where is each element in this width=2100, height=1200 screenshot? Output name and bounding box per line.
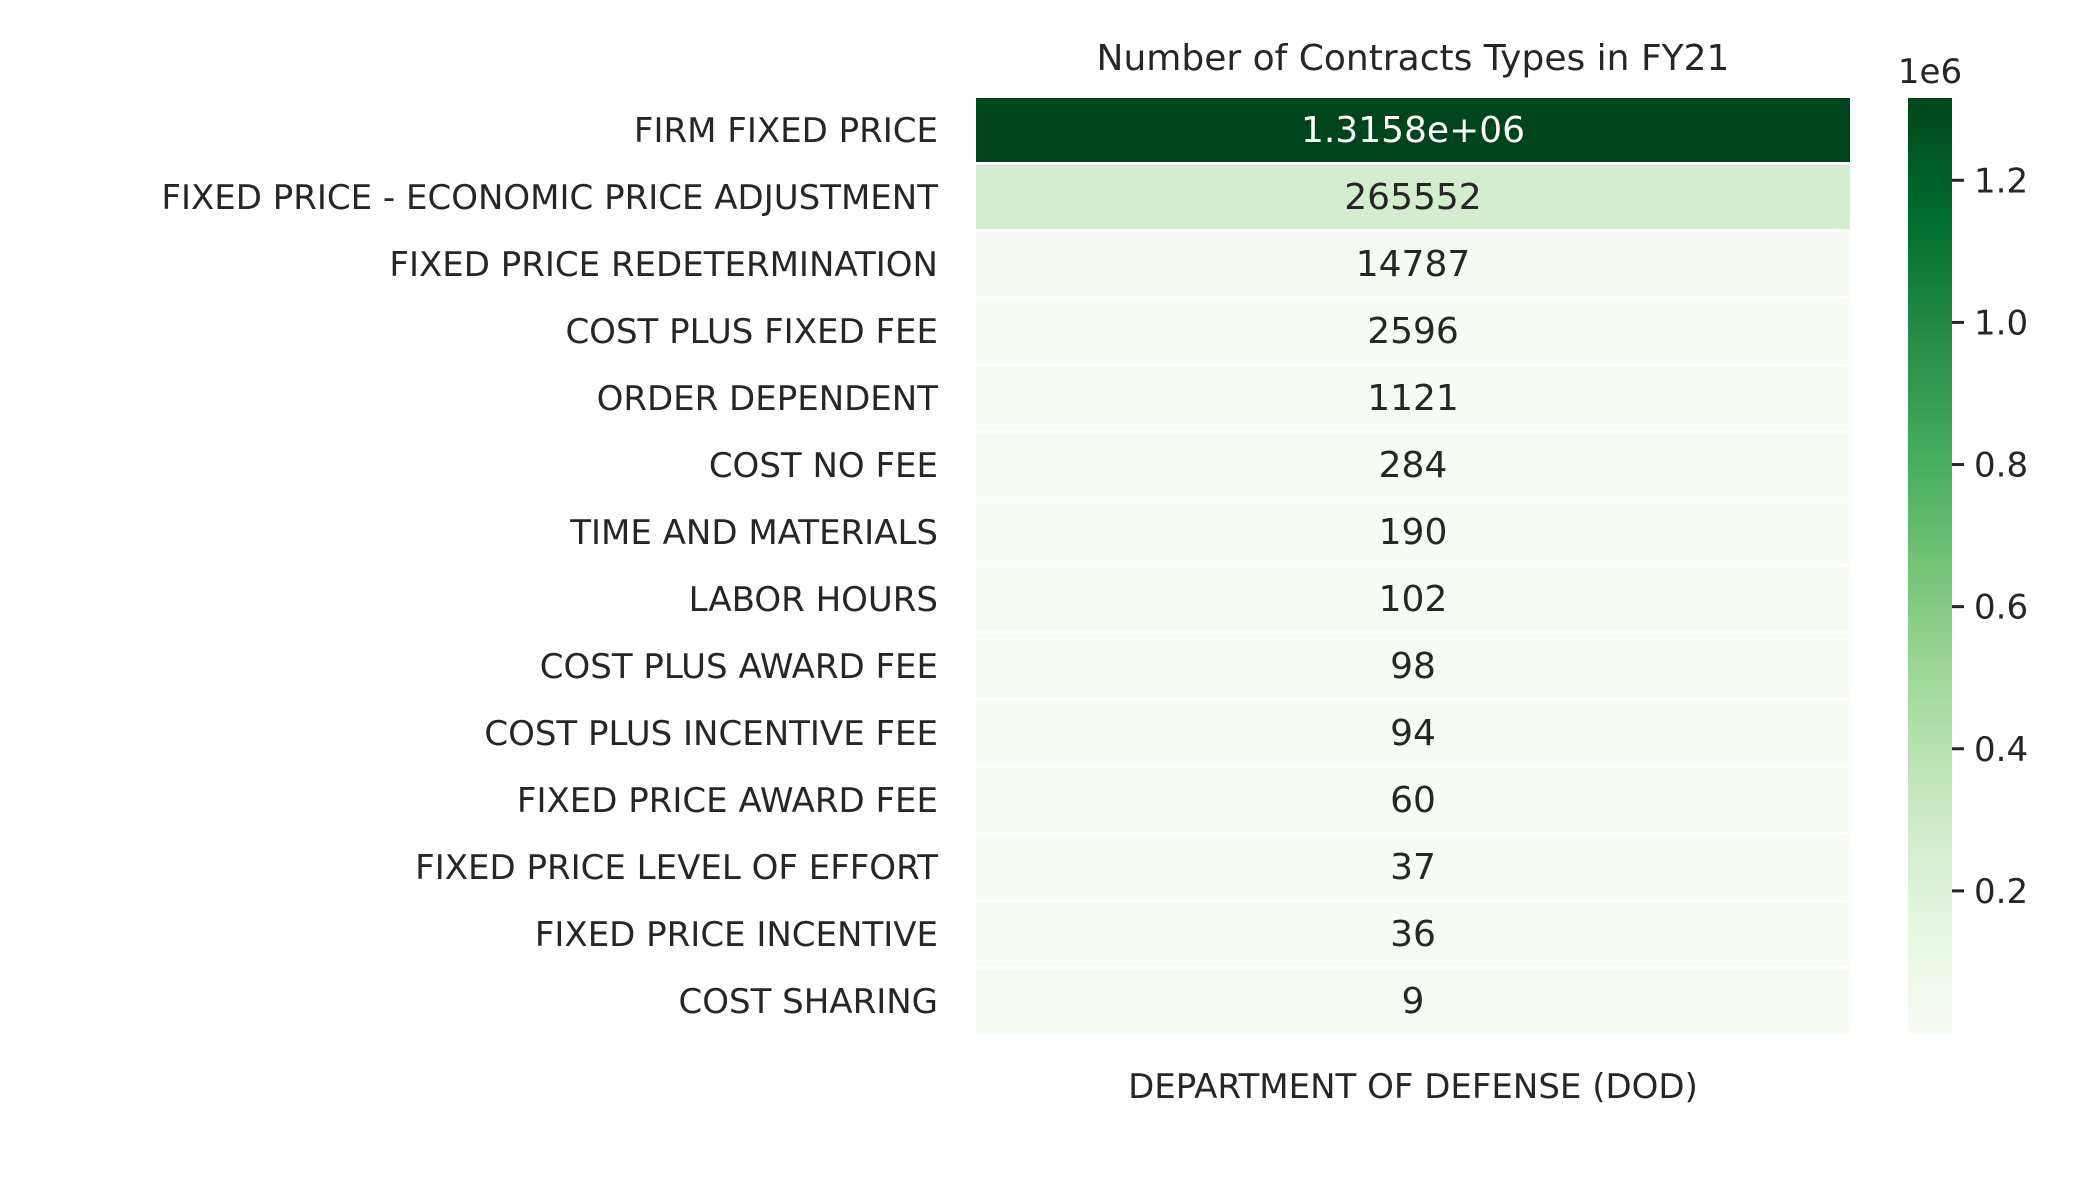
heatmap-cell bbox=[976, 165, 1850, 229]
heatmap-cell bbox=[976, 835, 1850, 899]
row-label: FIXED PRICE LEVEL OF EFFORT bbox=[415, 848, 938, 888]
cell-annotation: 36 bbox=[1390, 914, 1436, 955]
row-label: FIXED PRICE REDETERMINATION bbox=[389, 245, 938, 285]
heatmap-cell bbox=[976, 299, 1850, 363]
cell-annotation: 2596 bbox=[1367, 311, 1459, 352]
colorbar-gradient bbox=[1908, 98, 1952, 1033]
cell-annotation: 14787 bbox=[1356, 244, 1471, 285]
colorbar-tick-label: 0.2 bbox=[1974, 872, 2028, 912]
colorbar-tick-label: 1.0 bbox=[1974, 303, 2028, 343]
heatmap-cells: 1.3158e+06 265552 14787 2596 1121 284 190 102 98… bbox=[976, 98, 1850, 1033]
chart-title: Number of Contracts Types in FY21 bbox=[1097, 38, 1730, 79]
row-labels: FIRM FIXED PRICE FIXED PRICE - ECONOMIC P… bbox=[161, 111, 938, 1022]
cell-annotation: 98 bbox=[1390, 646, 1436, 687]
heatmap-cell bbox=[976, 634, 1850, 698]
heatmap-cell bbox=[976, 232, 1850, 296]
cell-annotation: 60 bbox=[1390, 780, 1436, 821]
column-label: DEPARTMENT OF DEFENSE (DOD) bbox=[1128, 1067, 1698, 1107]
cell-annotation: 190 bbox=[1379, 512, 1448, 553]
row-label: COST PLUS INCENTIVE FEE bbox=[484, 714, 938, 754]
row-label: FIXED PRICE INCENTIVE bbox=[535, 915, 938, 955]
cell-annotation: 1.3158e+06 bbox=[1301, 110, 1525, 151]
cell-annotation: 265552 bbox=[1344, 177, 1481, 218]
colorbar-tick-label: 1.2 bbox=[1974, 161, 2028, 201]
row-label: FIXED PRICE - ECONOMIC PRICE ADJUSTMENT bbox=[161, 178, 938, 218]
cell-annotation: 1121 bbox=[1367, 378, 1459, 419]
colorbar: 1e6 0.2 0.4 0.6 0.8 1.0 1.2 bbox=[1898, 52, 2028, 1033]
row-label: FIRM FIXED PRICE bbox=[634, 111, 938, 151]
row-label: COST SHARING bbox=[679, 982, 939, 1022]
heatmap-cell bbox=[976, 500, 1850, 564]
cell-annotation: 284 bbox=[1379, 445, 1448, 486]
colorbar-offset-label: 1e6 bbox=[1898, 52, 1962, 92]
row-label: TIME AND MATERIALS bbox=[569, 513, 938, 553]
heatmap-cell bbox=[976, 902, 1850, 966]
heatmap-cell bbox=[976, 969, 1850, 1033]
row-label: COST PLUS FIXED FEE bbox=[565, 312, 938, 352]
colorbar-tick-label: 0.4 bbox=[1974, 730, 2028, 770]
cell-annotation: 9 bbox=[1402, 981, 1425, 1022]
row-label: ORDER DEPENDENT bbox=[597, 379, 939, 419]
colorbar-tick-label: 0.6 bbox=[1974, 588, 2028, 628]
row-label: COST PLUS AWARD FEE bbox=[540, 647, 938, 687]
heatmap-cell bbox=[976, 433, 1850, 497]
colorbar-ticks: 0.2 0.4 0.6 0.8 1.0 1.2 bbox=[1952, 161, 2028, 912]
heatmap-cell bbox=[976, 701, 1850, 765]
row-label: COST NO FEE bbox=[709, 446, 938, 486]
heatmap-cell bbox=[976, 366, 1850, 430]
row-label: FIXED PRICE AWARD FEE bbox=[517, 781, 938, 821]
cell-annotation: 37 bbox=[1390, 847, 1436, 888]
cell-annotation: 102 bbox=[1379, 579, 1448, 620]
cell-annotation: 94 bbox=[1390, 713, 1436, 754]
row-label: LABOR HOURS bbox=[689, 580, 938, 620]
heatmap-cell bbox=[976, 768, 1850, 832]
heatmap-cell bbox=[976, 98, 1850, 162]
heatmap-cell bbox=[976, 567, 1850, 631]
colorbar-tick-label: 0.8 bbox=[1974, 446, 2028, 486]
